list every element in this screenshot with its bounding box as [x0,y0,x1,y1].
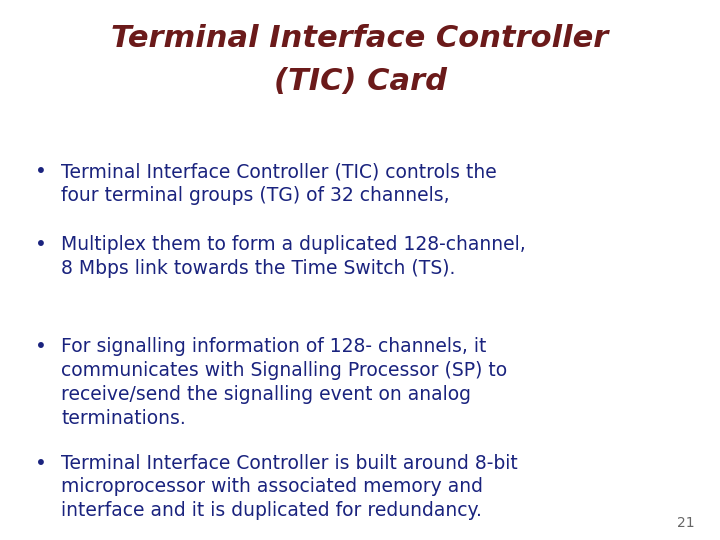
Text: Terminal Interface Controller is built around 8-bit
microprocessor with associat: Terminal Interface Controller is built a… [61,454,518,520]
Text: •: • [35,235,46,254]
Text: •: • [35,162,46,181]
Text: •: • [35,454,46,472]
Text: For signalling information of 128- channels, it
communicates with Signalling Pro: For signalling information of 128- chann… [61,338,508,428]
Text: Terminal Interface Controller (TIC) controls the
four terminal groups (TG) of 32: Terminal Interface Controller (TIC) cont… [61,162,497,205]
Text: •: • [35,338,46,356]
Text: Multiplex them to form a duplicated 128-channel,
8 Mbps link towards the Time Sw: Multiplex them to form a duplicated 128-… [61,235,526,278]
Text: Terminal Interface Controller: Terminal Interface Controller [112,24,608,53]
Text: 21: 21 [678,516,695,530]
Text: (TIC) Card: (TIC) Card [274,68,446,97]
